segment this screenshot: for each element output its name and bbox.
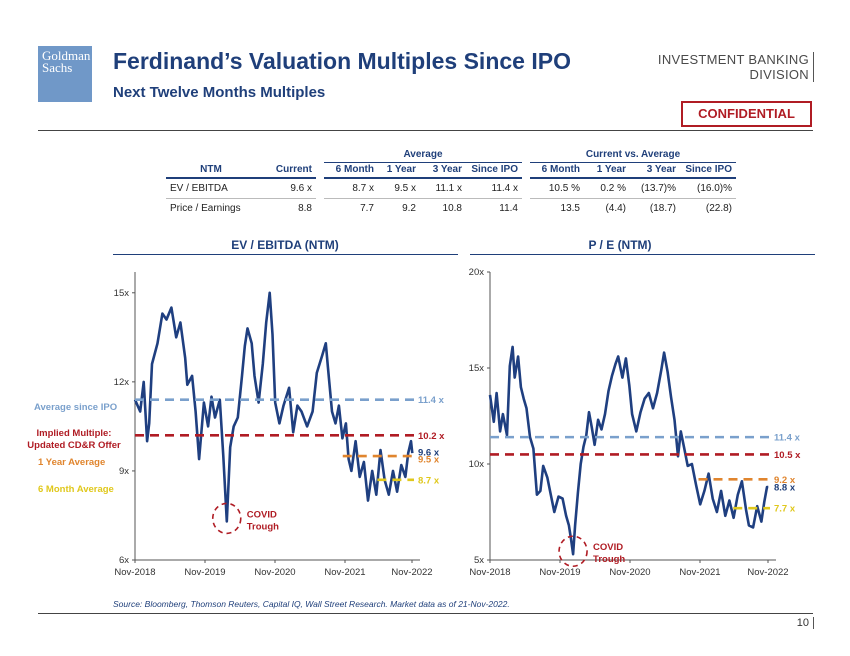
x-tick-label: Nov-2021 [324,567,365,578]
x-tick-label: Nov-2022 [747,567,788,578]
x-tick-label: Nov-2019 [539,567,580,578]
cell-vs-ipo: (22.8) [705,202,732,214]
covid-trough-circle [558,535,588,568]
y-tick-label: 15x [469,363,485,374]
cell-avg-1y: 9.5 x [378,178,420,199]
legend-1-year-average: 1 Year Average [38,457,105,468]
division-line-2: DIVISION [749,67,809,82]
right-chart-title: P / E (NTM) [588,238,652,252]
covid-label-line-1: COVID [247,509,277,520]
series-line [133,291,414,523]
ev-ebitda-chart: 6x 9x 12x 15x Nov-2018 Nov-2019 Nov-2020 Nov-20… [114,272,445,578]
col-header: 3 Year [630,162,680,179]
y-tick-label: 20x [469,267,485,278]
y-tick-label: 5x [474,555,484,566]
cell-avg-6m: 7.7 [360,202,374,214]
division-label: INVESTMENT BANKING DIVISION [658,52,814,82]
page-number: 10 [797,617,814,629]
footer-divider [38,613,813,614]
logo-line-1: Goldman [42,48,91,63]
reference-line-label: 7.7 x [774,504,796,515]
legend-implied-line-2: Updated CD&R Offer [27,440,121,451]
right-chart-rule [470,254,815,255]
source-note: Source: Bloomberg, Thomson Reuters, Capi… [113,599,510,609]
reference-line-label: 10.5 x [774,450,801,461]
cell-vs-1y: (4.4) [605,202,626,214]
y-tick-label: 12x [114,377,130,388]
cell-avg-3y: 10.8 [442,202,462,214]
x-tick-label: Nov-2018 [469,567,510,578]
legend-implied-line-1: Implied Multiple: [37,428,112,439]
logo-line-2: Sachs [42,60,73,75]
multiples-table: Average Current vs. Average NTM Current … [166,148,736,218]
reference-line-label: 8.8 x [774,483,796,494]
y-tick-label: 9x [119,466,129,477]
legend-6-month-average: 6 Month Average [38,484,114,495]
y-tick-label: 15x [114,288,130,299]
col-header: Current [256,162,316,179]
row-label: Price / Earnings [170,202,241,214]
col-header: 1 Year [584,162,630,179]
x-tick-label: Nov-2021 [679,567,720,578]
cell-vs-3y: (18.7) [649,202,676,214]
x-tick-label: Nov-2022 [391,567,432,578]
y-tick-label: 10x [469,459,485,470]
series-line [488,345,769,556]
legend-avg-since-ipo: Average since IPO [34,402,117,413]
table-row: EV / EBITDA 9.6 x 8.7 x 9.5 x 11.1 x 11.… [166,178,736,199]
x-tick-label: Nov-2020 [254,567,295,578]
reference-line-label: 9.5 x [418,455,440,466]
group-current-vs-average: Current vs. Average [530,148,736,163]
covid-label-line-1: COVID [593,542,623,553]
cell-vs-3y: (13.7)% [630,178,680,199]
left-chart-rule [113,254,458,255]
cell-vs-6m: 10.5 % [530,178,584,199]
cell-avg-1y: 9.2 [402,202,416,214]
left-chart-title: EV / EBITDA (NTM) [231,238,339,252]
row-label: EV / EBITDA [166,178,256,199]
cell-avg-6m: 8.7 x [324,178,378,199]
col-header: Since IPO [466,162,522,179]
table-row: Price / Earnings 8.8 7.7 9.2 10.8 11.4 1… [166,198,736,218]
cell-vs-ipo: (16.0)% [680,178,736,199]
x-tick-label: Nov-2020 [609,567,650,578]
x-tick-label: Nov-2019 [184,567,225,578]
cell-avg-ipo: 11.4 x [466,178,522,199]
cell-vs-1y: 0.2 % [584,178,630,199]
col-header: Since IPO [680,162,736,179]
table-group-header: Average Current vs. Average [166,148,736,163]
reference-line-label: 11.4 x [418,395,445,406]
col-header: 6 Month [324,162,378,179]
cell-avg-3y: 11.1 x [420,178,466,199]
pe-chart: 5x 10x 15x 20x Nov-2018 Nov-2019 Nov-2020 Nov-2… [469,267,801,578]
header-divider [38,130,813,131]
goldman-sachs-logo: Goldman Sachs [38,46,92,102]
reference-line-label: 8.7 x [418,475,440,486]
page-subtitle: Next Twelve Months Multiples [113,84,326,101]
group-average: Average [324,148,522,163]
reference-line-label: 11.4 x [774,433,801,444]
col-header: 1 Year [378,162,420,179]
confidential-badge: CONFIDENTIAL [681,101,812,127]
cell-avg-ipo: 11.4 [499,202,518,214]
y-tick-label: 6x [119,555,129,566]
col-header: 6 Month [530,162,584,179]
division-line-1: INVESTMENT BANKING [657,52,809,67]
reference-line-label: 10.2 x [418,431,445,442]
reference-line-label: 9.6 x [418,448,440,459]
page-title: Ferdinand’s Valuation Multiples Since IP… [113,48,571,74]
cell-current: 9.6 x [256,178,316,199]
covid-trough-circle [211,502,242,535]
covid-label-line-2: Trough [593,554,625,565]
col-header: NTM [166,162,256,179]
cell-current: 8.8 [298,202,312,214]
reference-line-label: 9.2 x [774,475,796,486]
x-tick-label: Nov-2018 [114,567,155,578]
cell-vs-6m: 13.5 [560,202,580,214]
table-header-row: NTM Current 6 Month 1 Year 3 Year Since … [166,162,736,179]
col-header: 3 Year [420,162,466,179]
covid-label-line-2: Trough [247,521,279,532]
